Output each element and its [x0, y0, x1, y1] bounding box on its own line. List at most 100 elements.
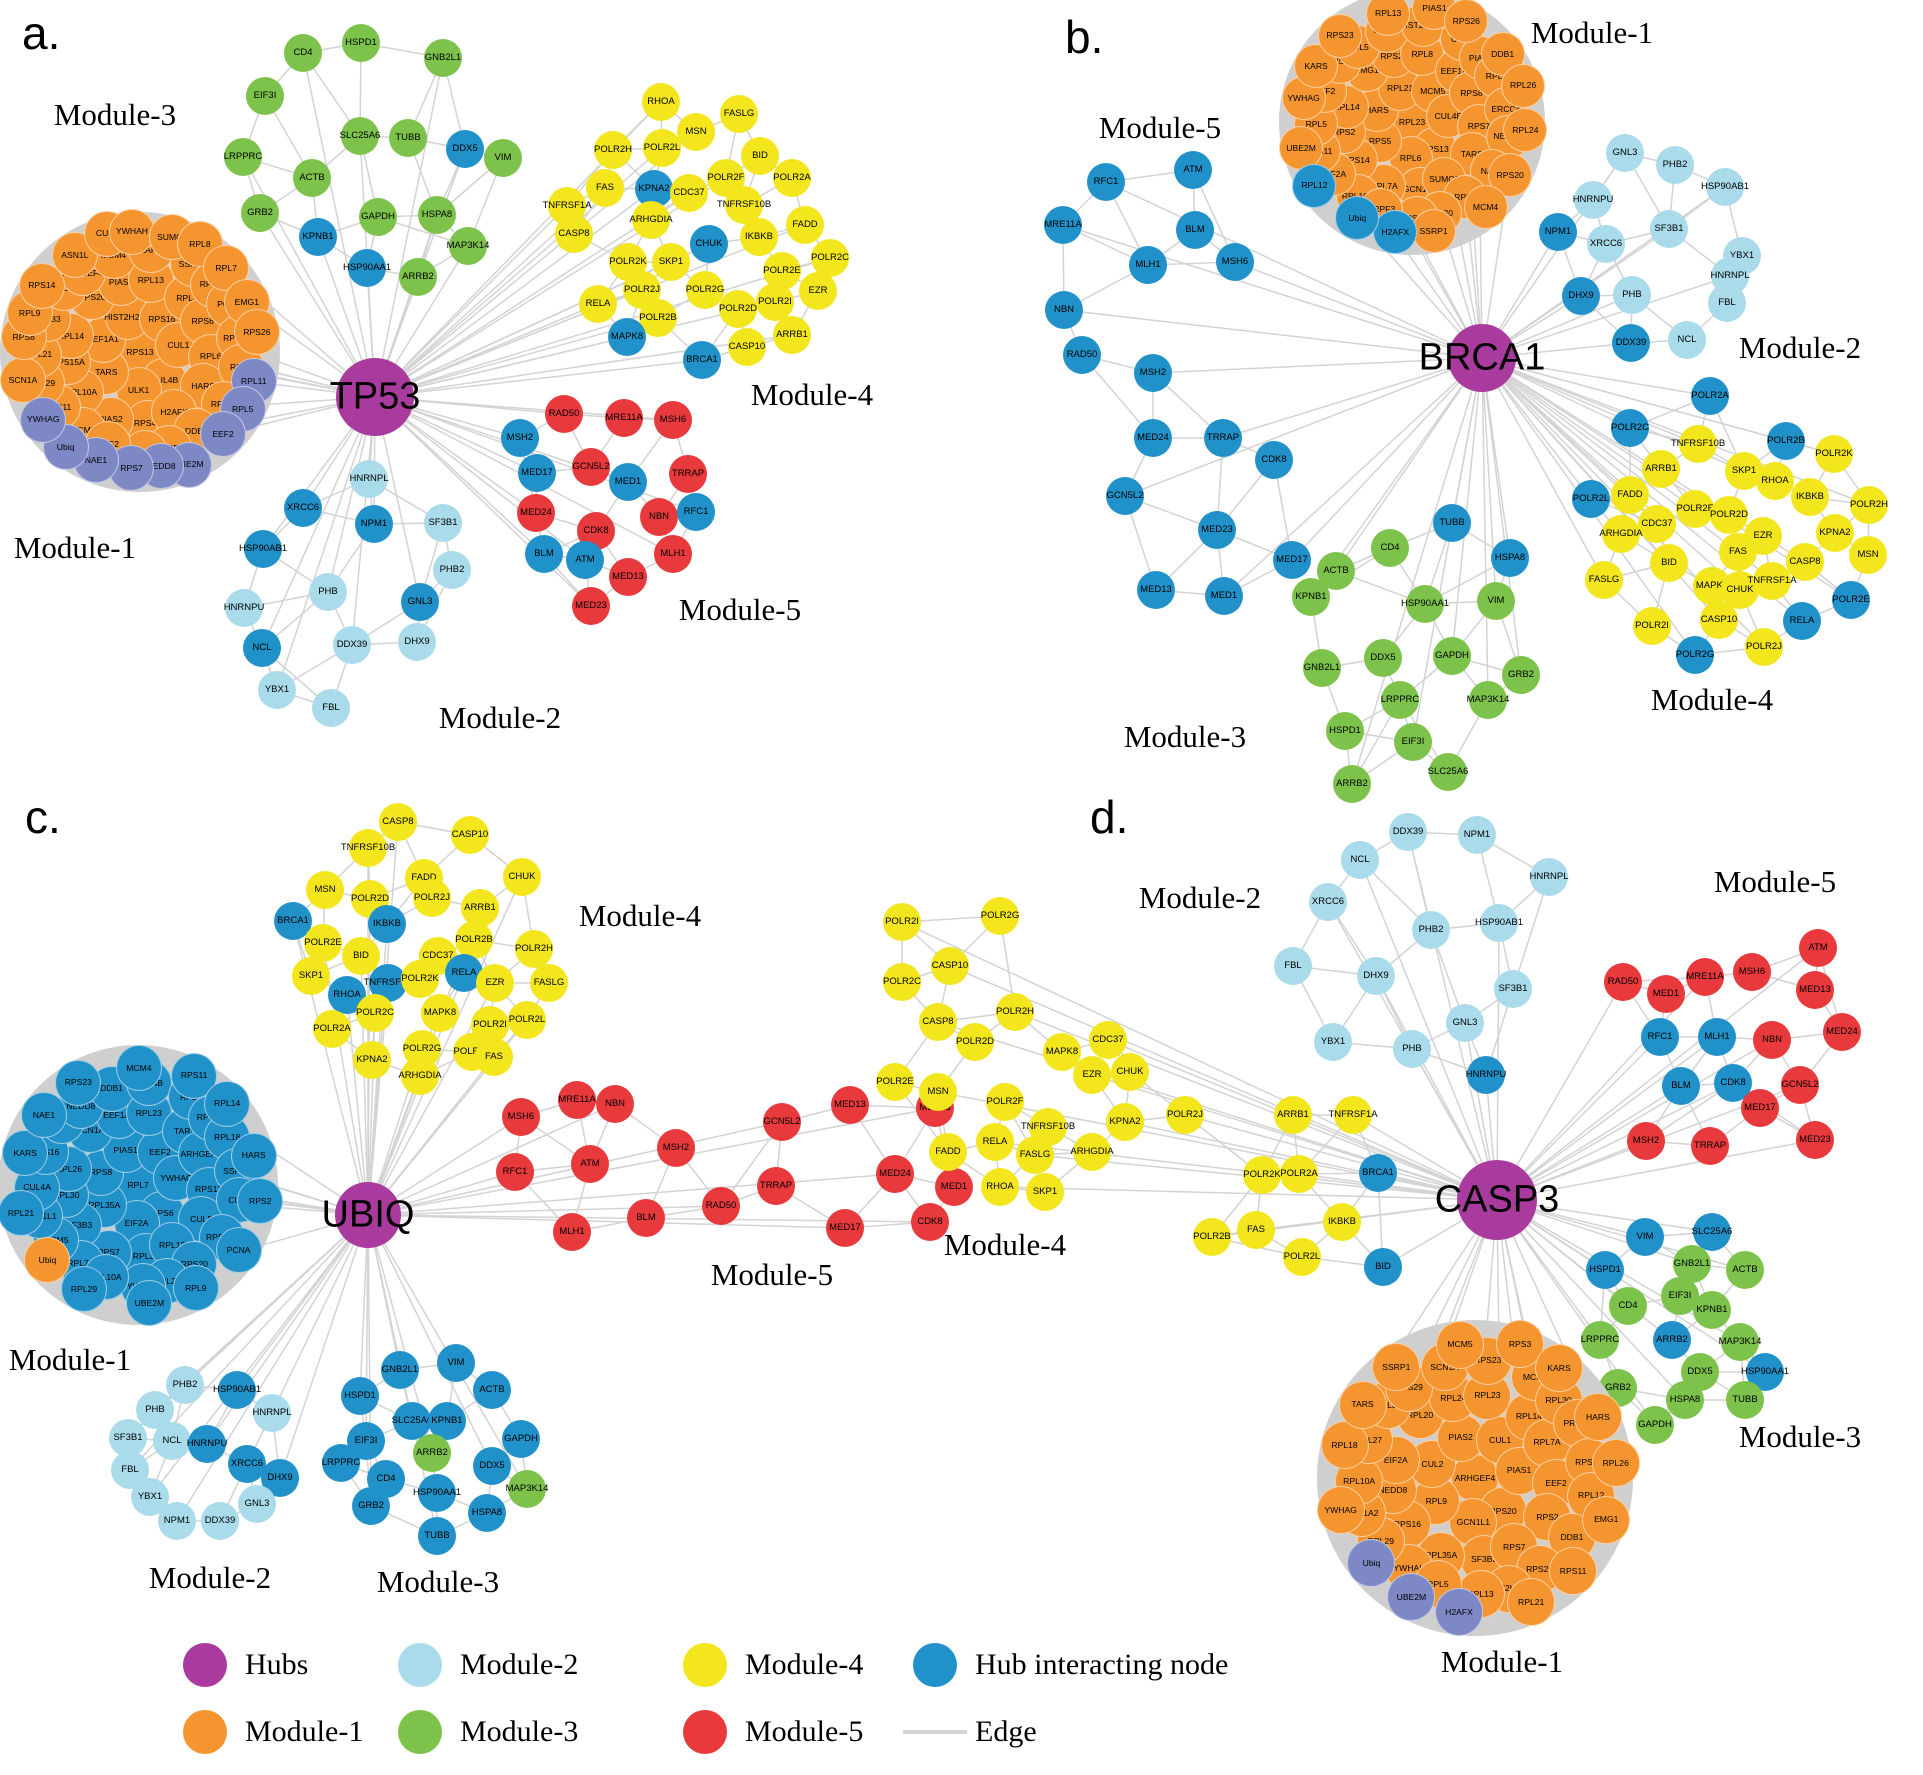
node-rps11[interactable]: RPS11	[1549, 1547, 1598, 1596]
node-arrb2[interactable]: ARRB2	[413, 1434, 451, 1472]
node-grb2[interactable]: GRB2	[241, 194, 279, 232]
node-med24[interactable]: MED24	[1134, 419, 1172, 457]
node-blm[interactable]: BLM	[627, 1199, 665, 1237]
node-msh2[interactable]: MSH2	[501, 419, 539, 457]
node-hspa8[interactable]: HSPA8	[468, 1494, 506, 1532]
node-ddx5[interactable]: DDX5	[446, 130, 484, 168]
node-eif3i[interactable]: EIF3I	[1661, 1277, 1699, 1315]
node-polr2l[interactable]: POLR2L	[1572, 480, 1610, 518]
node-h2afx[interactable]: H2AFX	[1373, 210, 1418, 255]
node-mre11a[interactable]: MRE11A	[605, 399, 643, 437]
node-rhoa[interactable]: RHOA	[981, 1168, 1019, 1206]
node-cdc37[interactable]: CDC37	[670, 174, 708, 212]
node-cd4[interactable]: CD4	[284, 34, 322, 72]
node-h2afx[interactable]: H2AFX	[1435, 1587, 1484, 1636]
node-med17[interactable]: MED17	[1741, 1089, 1779, 1127]
node-polr2a[interactable]: POLR2A	[773, 159, 811, 197]
node-vim[interactable]: VIM	[484, 139, 522, 177]
node-gnl3[interactable]: GNL3	[1446, 1004, 1484, 1042]
node-map3k14[interactable]: MAP3K14	[1719, 1323, 1761, 1361]
node-polr2j[interactable]: POLR2J	[413, 879, 451, 917]
node-msh2[interactable]: MSH2	[1627, 1122, 1665, 1160]
node-slc25a6[interactable]: SLC25A6	[392, 1402, 432, 1440]
node-arrb1[interactable]: ARRB1	[1274, 1096, 1312, 1134]
node-med1[interactable]: MED1	[609, 463, 647, 501]
node-tars[interactable]: TARS	[1338, 1380, 1387, 1429]
node-lrpprc[interactable]: LRPPRC	[1581, 1321, 1619, 1359]
node-trrap[interactable]: TRRAP	[757, 1167, 795, 1205]
node-ddx5[interactable]: DDX5	[1364, 639, 1402, 677]
node-blm[interactable]: BLM	[1662, 1067, 1700, 1105]
node-phb2[interactable]: PHB2	[433, 551, 471, 589]
node-casp8[interactable]: CASP8	[379, 803, 417, 841]
node-eif3i[interactable]: EIF3I	[246, 77, 284, 115]
node-arhgdia[interactable]: ARHGDIA	[629, 201, 673, 239]
node-sf3b1[interactable]: SF3B1	[109, 1419, 147, 1457]
node-xrcc6[interactable]: XRCC6	[1587, 225, 1625, 263]
node-gnl3[interactable]: GNL3	[1606, 134, 1644, 172]
node-phb2[interactable]: PHB2	[166, 1366, 204, 1404]
node-polr2d[interactable]: POLR2D	[1710, 496, 1748, 534]
node-faslg[interactable]: FASLG	[530, 964, 568, 1002]
node-msh6[interactable]: MSH6	[1216, 243, 1254, 281]
node-gnb2l1[interactable]: GNB2L1	[424, 39, 462, 77]
node-cdk8[interactable]: CDK8	[911, 1203, 949, 1241]
node-fbl[interactable]: FBL	[1708, 284, 1746, 322]
node-hars[interactable]: HARS	[230, 1132, 277, 1179]
node-gcn5l2[interactable]: GCN5L2	[1781, 1066, 1819, 1104]
node-polr2h[interactable]: POLR2H	[515, 930, 553, 968]
node-polr2i[interactable]: POLR2I	[883, 903, 921, 941]
node-ddx39[interactable]: DDX39	[333, 626, 371, 664]
node-gapdh[interactable]: GAPDH	[502, 1420, 540, 1458]
node-dhx9[interactable]: DHX9	[398, 623, 436, 661]
node-kpnb1[interactable]: KPNB1	[428, 1402, 466, 1440]
node-hspa8[interactable]: HSPA8	[418, 196, 456, 234]
node-fadd[interactable]: FADD	[929, 1133, 967, 1171]
node-ezr[interactable]: EZR	[1744, 517, 1782, 555]
node-pcna[interactable]: PCNA	[215, 1227, 262, 1274]
node-polr2g[interactable]: POLR2G	[686, 271, 724, 309]
node-polr2g[interactable]: POLR2G	[981, 897, 1019, 935]
node-med23[interactable]: MED23	[1198, 511, 1236, 549]
node-hsp90aa1[interactable]: HSP90AA1	[343, 249, 391, 287]
node-med23[interactable]: MED23	[1796, 1121, 1834, 1159]
node-tubb[interactable]: TUBB	[389, 119, 427, 157]
node-rpl14[interactable]: RPL14	[204, 1080, 251, 1127]
node-rpl21[interactable]: RPL21	[0, 1189, 44, 1236]
node-cd4[interactable]: CD4	[1371, 529, 1409, 567]
node-rps26[interactable]: RPS26	[1444, 0, 1489, 44]
node-rad50[interactable]: RAD50	[1604, 963, 1642, 1001]
node-rhoa[interactable]: RHOA	[642, 83, 680, 121]
node-polr2e[interactable]: POLR2E	[304, 924, 342, 962]
node-med1[interactable]: MED1	[935, 1168, 973, 1206]
node-tnfrsf10b[interactable]: TNFRSF10B	[717, 186, 771, 224]
node-rps2[interactable]: RPS2	[237, 1178, 284, 1225]
node-ikbkb[interactable]: IKBKB	[740, 218, 778, 256]
node-phb2[interactable]: PHB2	[1412, 911, 1450, 949]
node-slc25a6[interactable]: SLC25A6	[340, 117, 380, 155]
node-fadd[interactable]: FADD	[786, 206, 824, 244]
node-kpnb1[interactable]: KPNB1	[1292, 578, 1330, 616]
node-med24[interactable]: MED24	[876, 1155, 914, 1193]
node-mlh1[interactable]: MLH1	[553, 1213, 591, 1251]
hub-node-ubiq[interactable]	[335, 1182, 401, 1248]
node-rpl26[interactable]: RPL26	[1591, 1438, 1640, 1487]
node-bid[interactable]: BID	[741, 137, 779, 175]
node-xrcc6[interactable]: XRCC6	[228, 1445, 266, 1483]
node-fas[interactable]: FAS	[1237, 1211, 1275, 1249]
node-gapdh[interactable]: GAPDH	[1433, 637, 1471, 675]
node-chuk[interactable]: CHUK	[690, 225, 728, 263]
node-gapdh[interactable]: GAPDH	[1636, 1406, 1674, 1444]
node-ssrp1[interactable]: SSRP1	[1372, 1343, 1421, 1392]
node-polr2h[interactable]: POLR2H	[996, 993, 1034, 1031]
node-polr2b[interactable]: POLR2B	[1193, 1218, 1231, 1256]
node-med24[interactable]: MED24	[517, 494, 555, 532]
node-grb2[interactable]: GRB2	[1502, 656, 1540, 694]
node-hspa8[interactable]: HSPA8	[1491, 539, 1529, 577]
node-rela[interactable]: RELA	[1783, 602, 1821, 640]
node-mlh1[interactable]: MLH1	[654, 535, 692, 573]
node-skp1[interactable]: SKP1	[652, 243, 690, 281]
node-polr2k[interactable]: POLR2K	[1243, 1156, 1281, 1194]
node-polr2c[interactable]: POLR2C	[811, 239, 849, 277]
node-rpl12[interactable]: RPL12	[1292, 163, 1337, 208]
